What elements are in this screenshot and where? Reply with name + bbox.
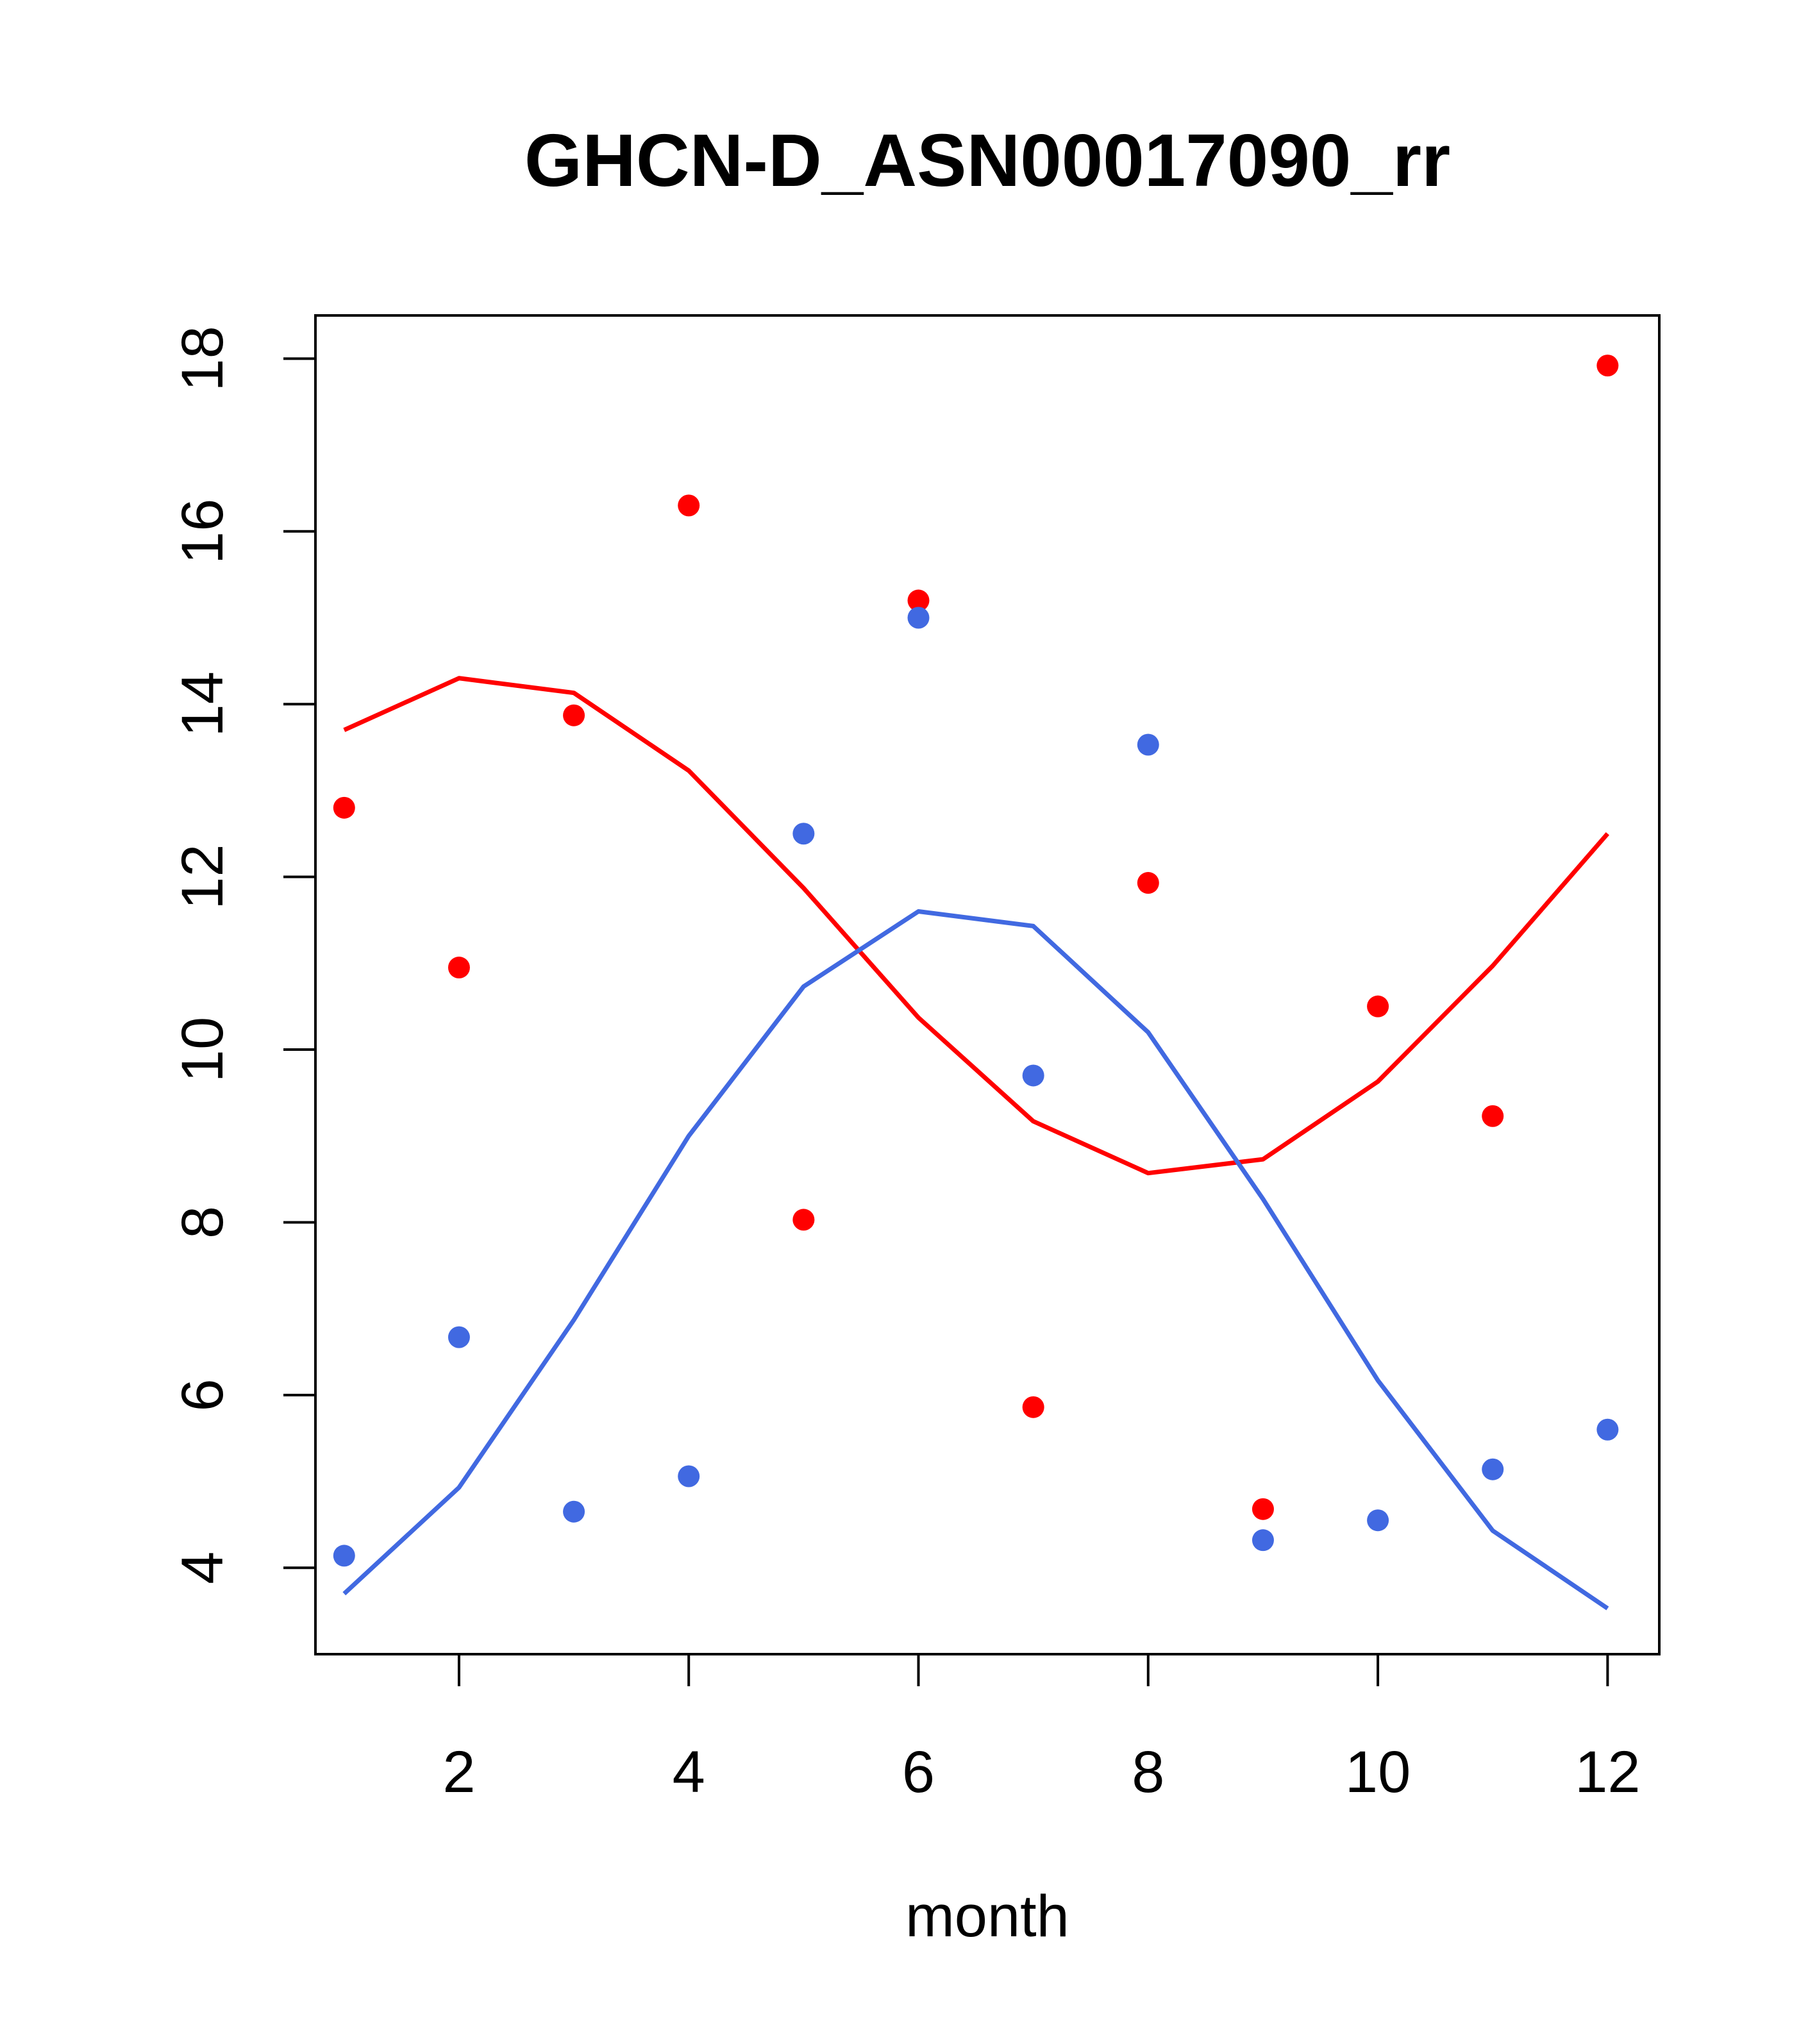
series-0-point-6	[907, 589, 930, 612]
series-1-point-4	[678, 1465, 700, 1487]
series-0-point-3	[563, 704, 585, 726]
axes: 2 4 6 8 10 12 4 6 8 10 12 14 16 18	[170, 314, 1661, 1805]
x-axis-label: month	[905, 1884, 1069, 1949]
series-1-point-7	[1022, 1064, 1044, 1087]
series-0-point-2	[448, 957, 470, 979]
x-tick-label-12: 12	[1575, 1739, 1640, 1805]
x-tick-label-6: 6	[902, 1739, 935, 1805]
series-1-point-8	[1137, 733, 1159, 756]
y-tick-label-18: 18	[170, 326, 235, 391]
y-tick-label-16: 16	[170, 499, 235, 564]
y-tick-label-14: 14	[170, 671, 235, 737]
series-1-point-9	[1252, 1529, 1274, 1552]
series-1-point-10	[1367, 1509, 1389, 1532]
series-0-point-7	[1022, 1396, 1044, 1418]
series-0-point-10	[1367, 995, 1389, 1018]
series-line-3	[342, 909, 1609, 1611]
series-1-point-6	[907, 607, 930, 629]
series-1-point-3	[563, 1500, 585, 1523]
series-1-point-11	[1482, 1458, 1504, 1480]
series-1-point-2	[448, 1326, 470, 1348]
series-0-point-4	[678, 494, 700, 517]
x-tick-label-4: 4	[673, 1739, 705, 1805]
series-0-point-11	[1482, 1105, 1504, 1127]
plot-area	[333, 355, 1619, 1611]
x-tick-label-10: 10	[1345, 1739, 1411, 1805]
y-tick-label-10: 10	[170, 1017, 235, 1082]
y-tick-label-8: 8	[170, 1206, 235, 1239]
y-tick-label-6: 6	[170, 1378, 235, 1411]
chart-title: GHCN-D_ASN00017090_rr	[524, 119, 1450, 202]
series-0-point-5	[792, 1209, 815, 1231]
series-0-point-8	[1137, 872, 1159, 894]
series-1-point-12	[1596, 1418, 1619, 1441]
plot-frame	[314, 314, 1661, 1655]
series-1-point-1	[333, 1545, 355, 1567]
series-0-point-1	[333, 796, 355, 819]
series-0-point-9	[1252, 1498, 1274, 1520]
x-tick-label-8: 8	[1132, 1739, 1164, 1805]
series-0-point-12	[1596, 355, 1619, 377]
y-tick-label-4: 4	[170, 1552, 235, 1584]
y-tick-label-12: 12	[170, 844, 235, 909]
x-tick-label-2: 2	[442, 1739, 475, 1805]
series-1-point-5	[792, 823, 815, 845]
series-line-2	[343, 676, 1610, 1176]
